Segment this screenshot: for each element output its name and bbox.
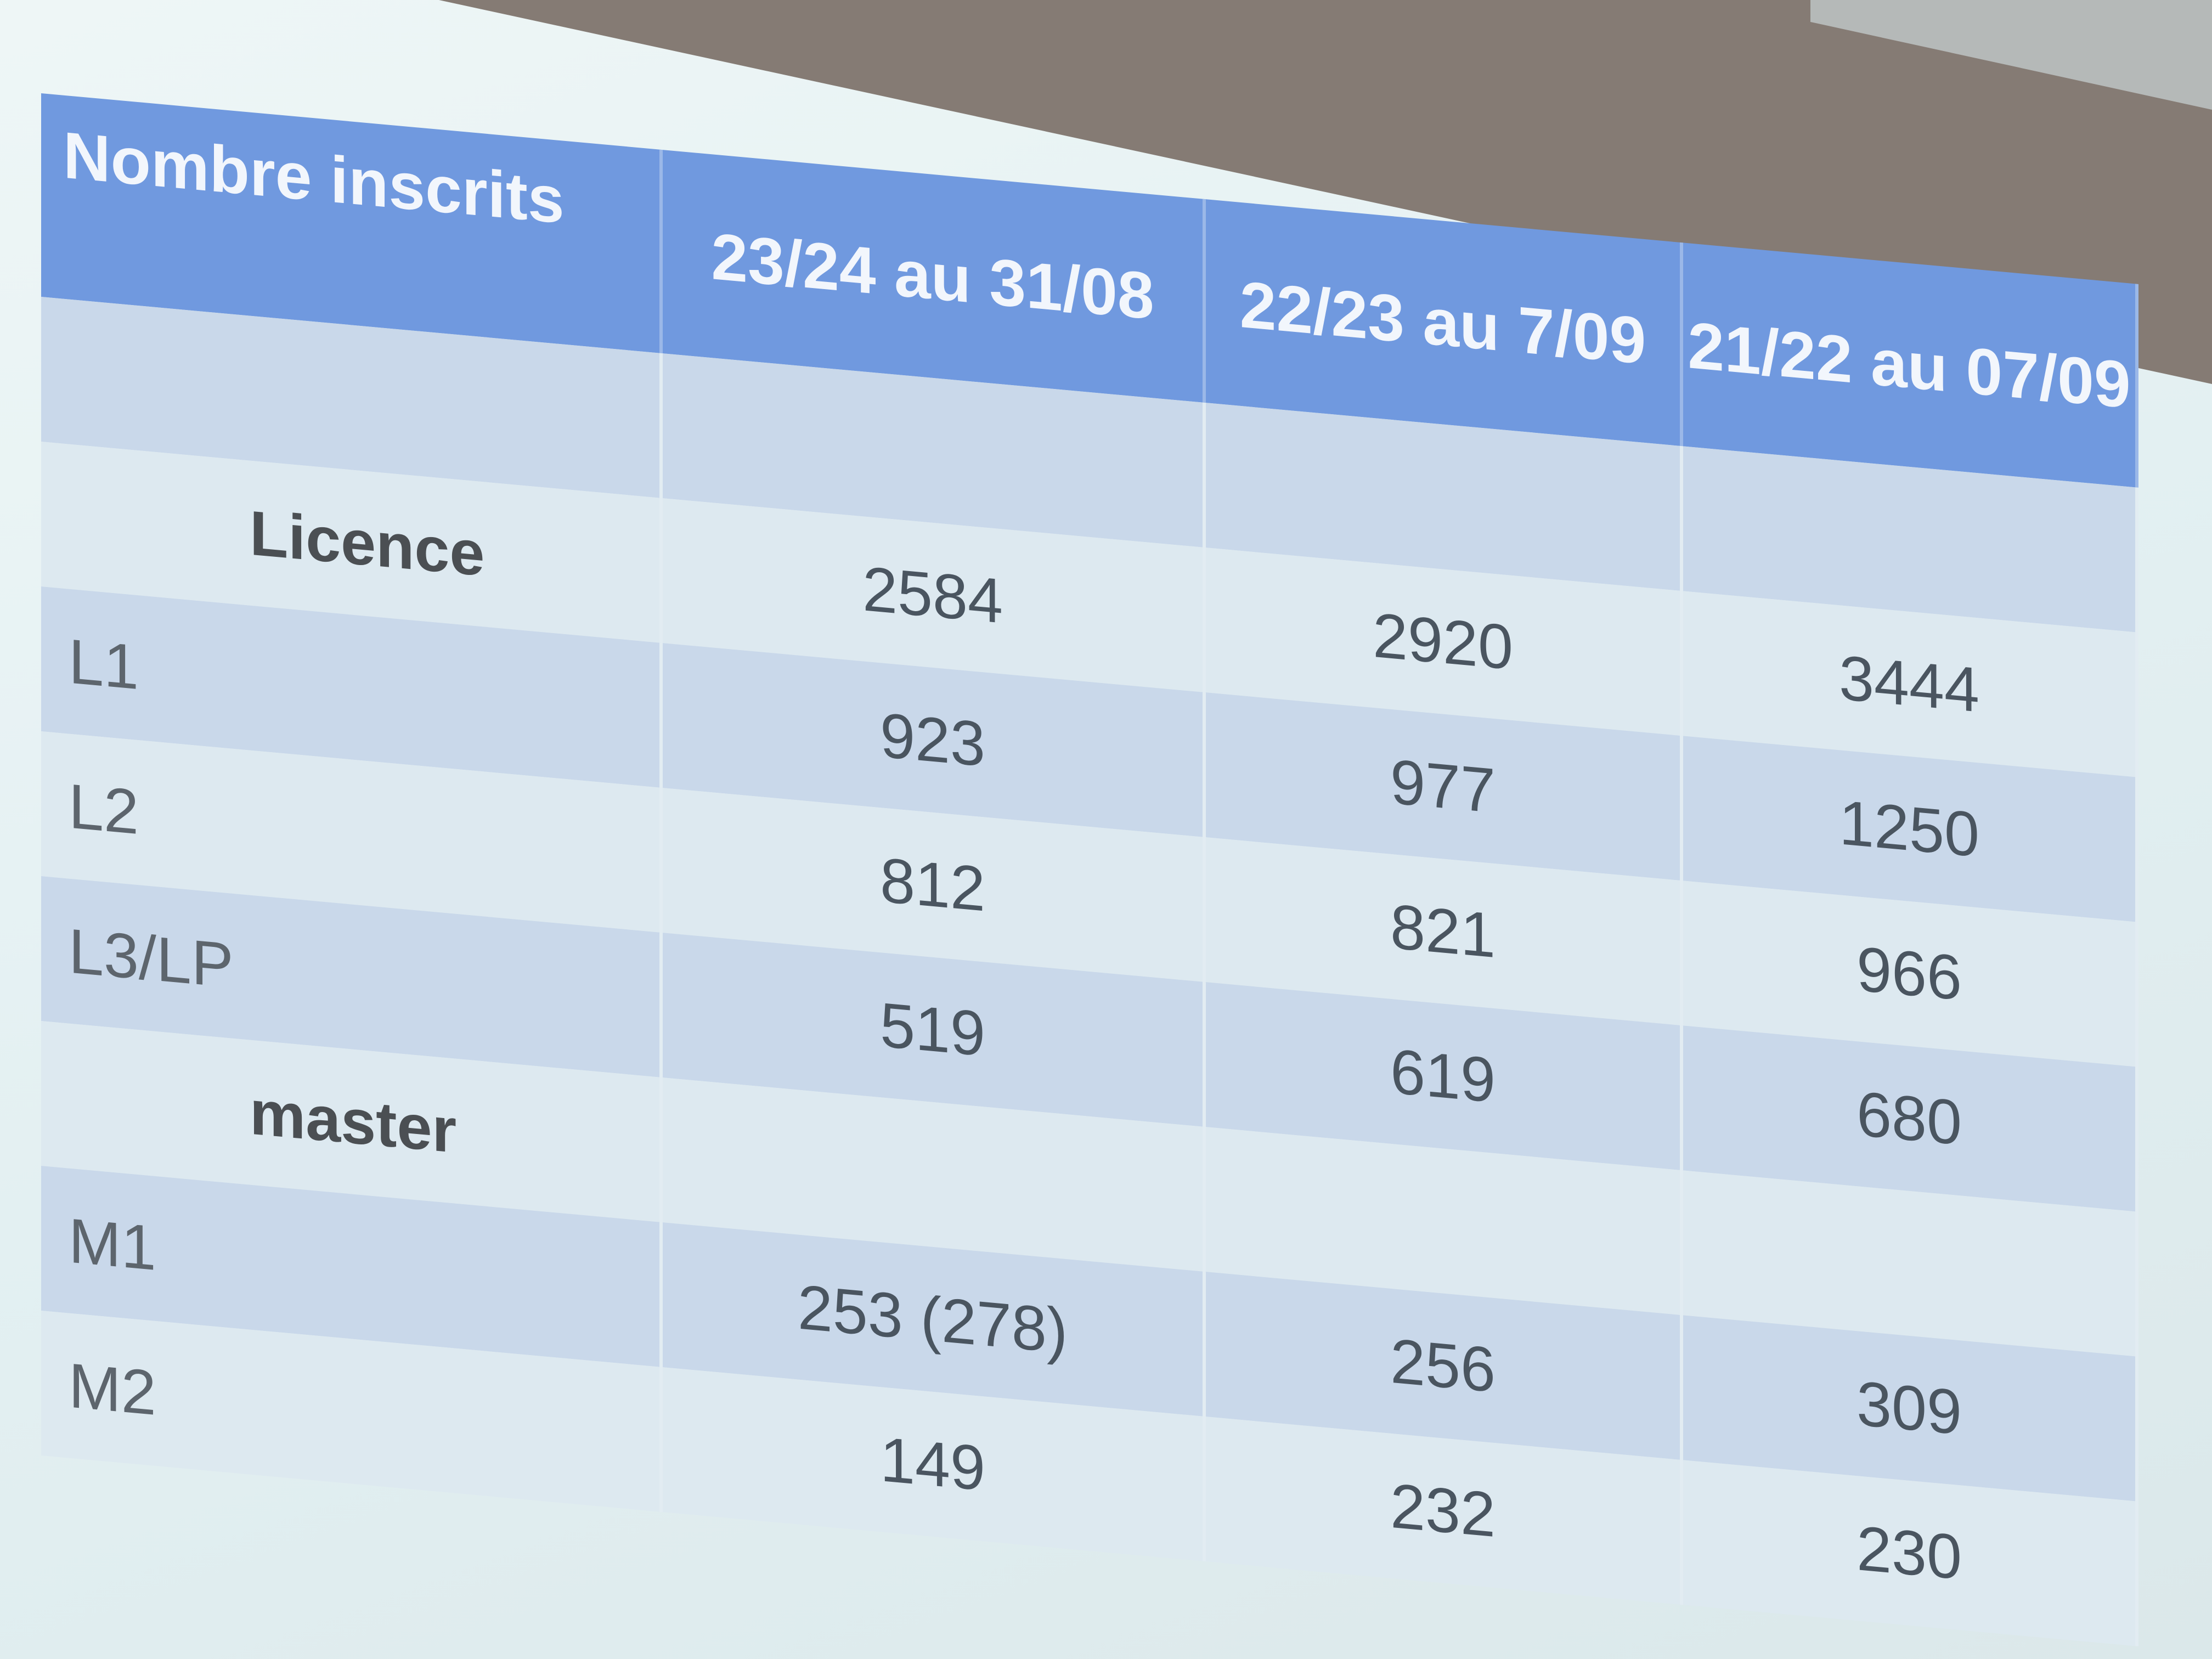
enrollment-table: Nombre inscrits 23/24 au 31/08 22/23 au … [41, 93, 2137, 1646]
header-2122: 21/22 au 07/09 [1681, 242, 2137, 488]
